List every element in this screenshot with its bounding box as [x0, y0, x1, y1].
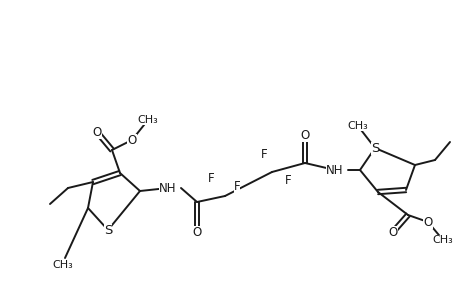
Text: CH₃: CH₃	[431, 235, 453, 245]
Text: O: O	[92, 125, 101, 139]
Text: F: F	[284, 173, 291, 187]
Text: F: F	[233, 179, 240, 193]
Text: O: O	[387, 226, 397, 238]
Text: S: S	[370, 142, 378, 154]
Text: O: O	[300, 128, 309, 142]
Text: NH: NH	[159, 182, 176, 194]
Text: F: F	[207, 172, 214, 184]
Text: F: F	[260, 148, 267, 160]
Text: CH₃: CH₃	[52, 260, 73, 270]
Text: NH: NH	[325, 164, 343, 176]
Text: O: O	[192, 226, 201, 238]
Text: S: S	[104, 224, 112, 236]
Text: O: O	[127, 134, 136, 146]
Text: CH₃: CH₃	[137, 115, 158, 125]
Text: CH₃: CH₃	[347, 121, 368, 131]
Text: O: O	[422, 215, 431, 229]
